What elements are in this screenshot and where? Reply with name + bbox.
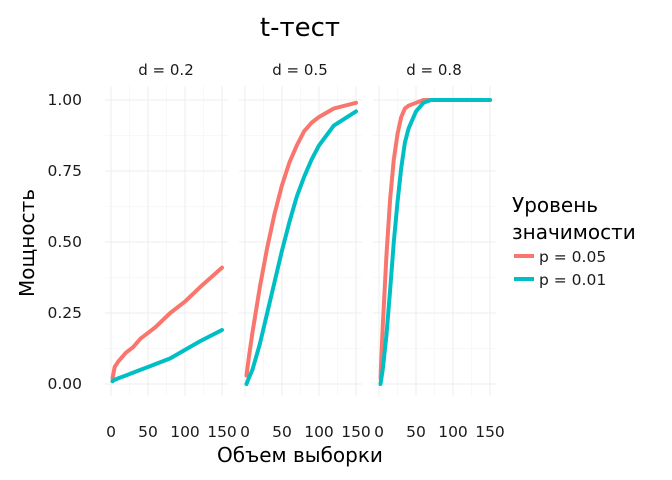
y-tick-label: 0.75	[47, 162, 82, 180]
x-tick-label: 50	[272, 423, 292, 441]
y-axis-title: Мощность	[15, 189, 39, 297]
x-tick-label: 0	[240, 423, 250, 441]
panel-2: d = 0.8	[373, 61, 496, 396]
series-line-p01	[244, 109, 358, 386]
series-line-p05	[244, 100, 358, 378]
x-tick-label: 150	[207, 423, 237, 441]
legend-title-line: Уровень	[512, 193, 598, 217]
x-axis: 0 50 100 150 0 50 100 150 0 50 100 150	[106, 423, 505, 441]
panel-strip-label: d = 0.8	[406, 61, 461, 79]
y-tick-label: 1.00	[47, 91, 82, 109]
series-line-p05	[378, 98, 492, 381]
panel-strip-label: d = 0.5	[272, 61, 327, 79]
panel-0: d = 0.2	[105, 61, 228, 396]
chart-title: t-тест	[260, 13, 340, 43]
series-line-p05	[110, 265, 224, 381]
panel-1: d = 0.5	[239, 61, 362, 396]
x-tick-label: 0	[106, 423, 116, 441]
x-tick-label: 50	[406, 423, 426, 441]
series-line-p01	[110, 328, 224, 384]
x-axis-title: Объем выборки	[217, 443, 383, 467]
x-tick-label: 0	[374, 423, 384, 441]
panel-strip-label: d = 0.2	[138, 61, 193, 79]
series-line-p01	[378, 98, 492, 386]
legend-label: p = 0.01	[539, 271, 606, 289]
legend: Уровень значимости p = 0.05 p = 0.01	[512, 193, 636, 289]
y-tick-label: 0.25	[47, 304, 82, 322]
x-tick-label: 150	[475, 423, 505, 441]
legend-title-line: значимости	[512, 220, 636, 244]
panel-grid	[105, 86, 228, 396]
x-tick-label: 100	[438, 423, 468, 441]
panel-grid	[373, 86, 496, 396]
x-tick-label: 50	[138, 423, 158, 441]
x-tick-label: 150	[341, 423, 371, 441]
legend-label: p = 0.05	[539, 248, 606, 266]
y-axis: 0.00 0.25 0.50 0.75 1.00	[47, 91, 82, 393]
x-tick-label: 100	[304, 423, 334, 441]
x-tick-label: 100	[170, 423, 200, 441]
y-tick-label: 0.00	[47, 375, 82, 393]
panel-grid	[239, 86, 362, 396]
y-tick-label: 0.50	[47, 233, 82, 251]
